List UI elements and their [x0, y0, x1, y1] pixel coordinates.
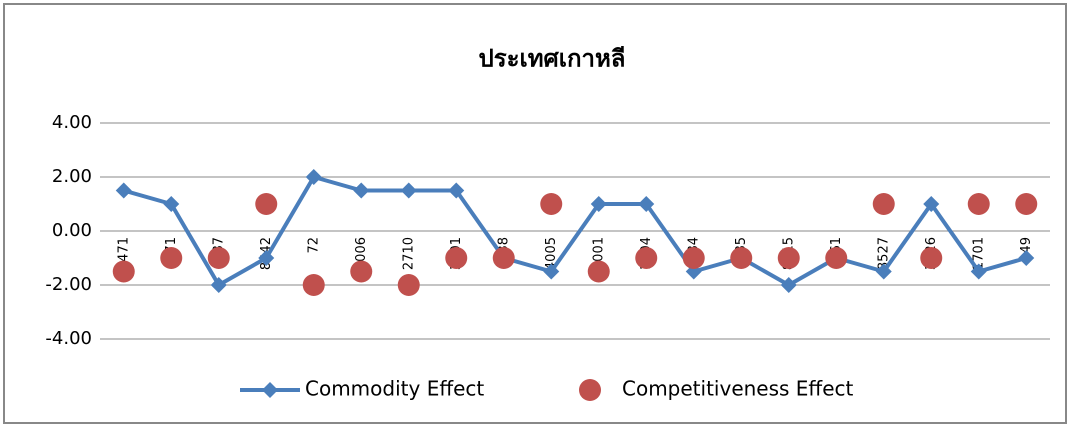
scatter-point [397, 274, 420, 296]
y-tick-label: 4.00 [52, 112, 92, 133]
chart-title: ประเทศเกาหลี [478, 44, 625, 73]
scatter-point [825, 247, 848, 269]
scatter-point [302, 274, 325, 296]
line-marker [638, 196, 655, 212]
scatter-point [112, 260, 135, 283]
scatter-point [445, 247, 468, 269]
y-tick-label: 2.00 [52, 166, 92, 187]
scatter-point [492, 247, 515, 269]
y-tick-label: -4.00 [45, 328, 92, 349]
line-marker [923, 196, 940, 212]
line-marker [590, 196, 607, 212]
line-marker [970, 263, 987, 280]
legend-marker [262, 382, 278, 398]
scatter-point [967, 193, 990, 215]
line-marker [875, 263, 892, 280]
y-tick-label: -2.00 [45, 274, 92, 295]
x-tick-label: 1701 [971, 237, 986, 270]
scatter-point [587, 260, 610, 283]
line-marker [353, 182, 370, 199]
line-marker [258, 250, 275, 266]
scatter-point [777, 247, 800, 269]
scatter-point [207, 247, 230, 269]
scatter-point [635, 247, 658, 269]
legend-label: Competitiveness Effect [622, 377, 854, 401]
scatter-point [350, 260, 373, 283]
scatter-point [730, 247, 753, 269]
y-tick-label: 0.00 [52, 220, 92, 241]
x-tick-label: 4005 [544, 237, 559, 270]
x-tick-label: 2710 [401, 237, 416, 270]
x-tick-label: 49 [1019, 237, 1034, 254]
line-marker [115, 182, 132, 199]
line-marker [543, 263, 560, 280]
line-marker [780, 277, 797, 293]
x-tick-label: 72 [306, 237, 321, 254]
line-marker [1018, 250, 1035, 266]
scatter-point [920, 247, 943, 269]
line-marker [163, 196, 180, 212]
scatter-point [872, 193, 895, 215]
legend-marker [579, 379, 601, 401]
line-marker [210, 277, 227, 293]
series-line [123, 175, 1027, 287]
scatter-point [540, 193, 563, 215]
line-marker [400, 182, 417, 199]
legend-label: Commodity Effect [305, 377, 484, 401]
line-marker [448, 182, 465, 199]
x-tick-label: 8527 [876, 237, 891, 270]
scatter-point [160, 247, 183, 269]
scatter-point [682, 247, 705, 269]
scatter-point [255, 193, 278, 215]
line-marker [305, 169, 322, 185]
scatter-point [1015, 193, 1038, 215]
